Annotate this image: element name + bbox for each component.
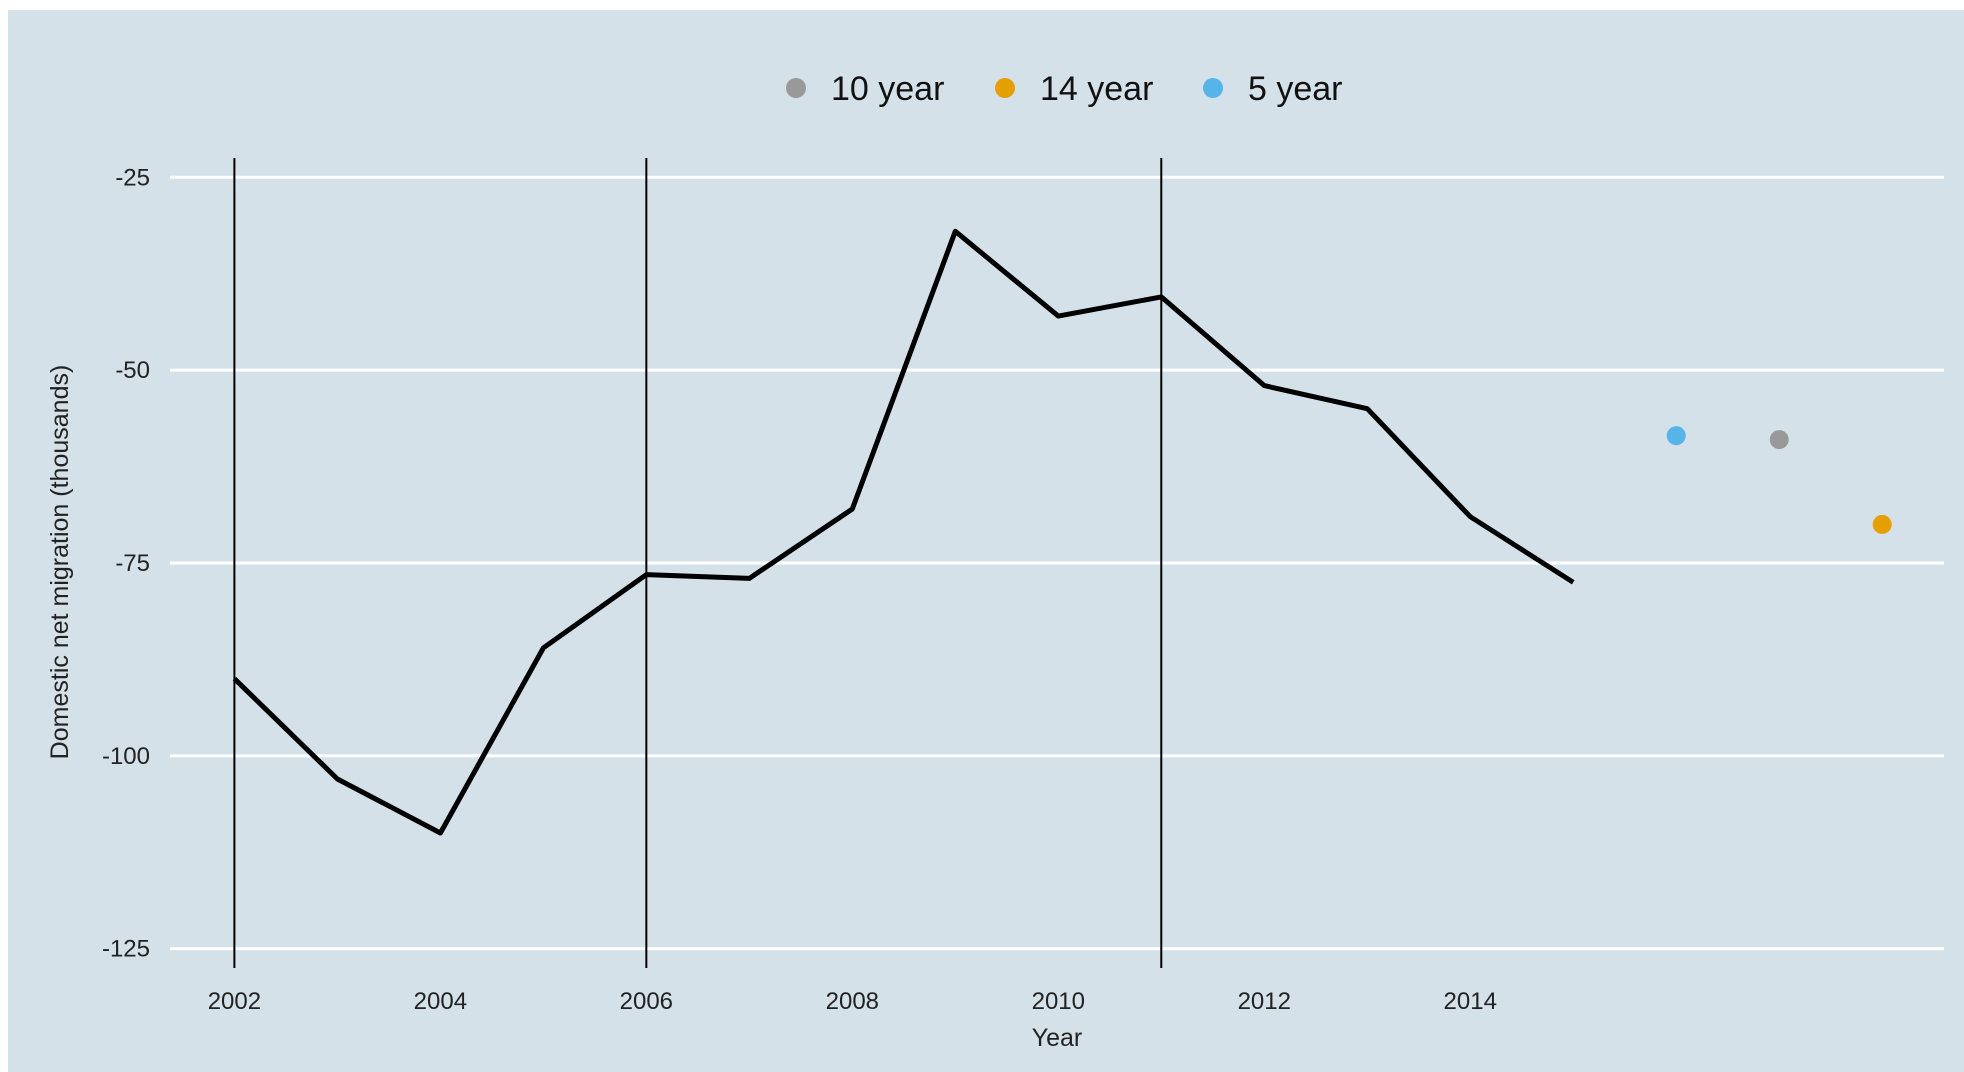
y-tick-label: -100 [102,743,150,770]
legend-marker [786,78,806,98]
forecast-points [1666,426,1892,534]
x-tick-labels: 2002 2004 2006 2008 2010 2012 2014 [208,988,1497,1015]
forecast-point [1872,514,1892,534]
legend: 10 year 14 year 5 year [786,70,1343,108]
forecast-point [1769,430,1789,450]
plot-panel [8,10,1964,1072]
legend-label: 10 year [831,70,944,108]
y-tick-label: -25 [115,164,150,191]
gridlines [170,175,1944,951]
x-tick-label: 2012 [1238,988,1291,1015]
y-tick-label: -125 [102,936,150,963]
y-tick-labels: -25 -50 -75 -100 -125 [102,164,150,962]
series-line-group [232,228,1575,836]
y-tick-label: -75 [115,550,150,577]
legend-label: 14 year [1040,70,1153,108]
x-axis-title: Year [1032,1024,1083,1052]
y-tick-label: -50 [115,357,150,384]
x-tick-label: 2014 [1444,988,1497,1015]
legend-label: 5 year [1248,70,1343,108]
x-tick-label: 2004 [414,988,467,1015]
x-tick-label: 2008 [826,988,879,1015]
reference-lines [233,158,1163,968]
x-tick-label: 2006 [620,988,673,1015]
x-tick-label: 2010 [1032,988,1085,1015]
y-axis-title: Domestic net migration (thousands) [46,365,74,760]
x-tick-label: 2002 [208,988,261,1015]
legend-marker [1203,78,1223,98]
forecast-point [1666,426,1686,446]
legend-marker [995,78,1015,98]
series-line [232,228,1575,836]
